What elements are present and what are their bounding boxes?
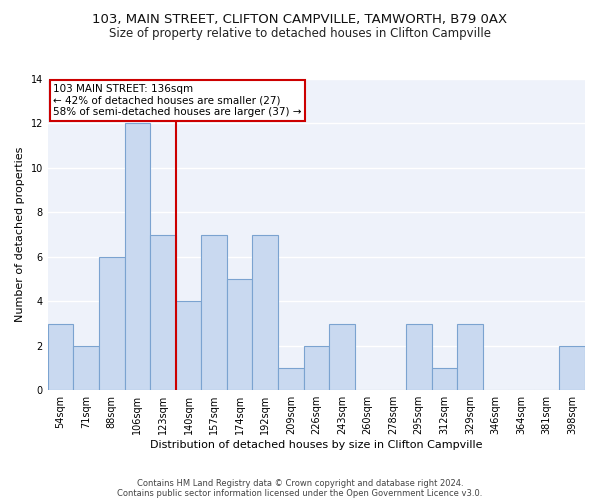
Text: Size of property relative to detached houses in Clifton Campville: Size of property relative to detached ho… xyxy=(109,28,491,40)
X-axis label: Distribution of detached houses by size in Clifton Campville: Distribution of detached houses by size … xyxy=(150,440,482,450)
Bar xyxy=(227,279,253,390)
Bar xyxy=(559,346,585,390)
Bar xyxy=(406,324,431,390)
Bar xyxy=(73,346,99,390)
Bar xyxy=(125,124,150,390)
Y-axis label: Number of detached properties: Number of detached properties xyxy=(15,147,25,322)
Bar xyxy=(304,346,329,390)
Text: 103 MAIN STREET: 136sqm
← 42% of detached houses are smaller (27)
58% of semi-de: 103 MAIN STREET: 136sqm ← 42% of detache… xyxy=(53,84,302,117)
Bar xyxy=(278,368,304,390)
Bar xyxy=(253,234,278,390)
Bar xyxy=(457,324,482,390)
Bar xyxy=(329,324,355,390)
Bar xyxy=(99,257,125,390)
Bar xyxy=(176,302,201,390)
Text: Contains HM Land Registry data © Crown copyright and database right 2024.: Contains HM Land Registry data © Crown c… xyxy=(137,478,463,488)
Bar xyxy=(431,368,457,390)
Text: Contains public sector information licensed under the Open Government Licence v3: Contains public sector information licen… xyxy=(118,488,482,498)
Bar xyxy=(48,324,73,390)
Text: 103, MAIN STREET, CLIFTON CAMPVILLE, TAMWORTH, B79 0AX: 103, MAIN STREET, CLIFTON CAMPVILLE, TAM… xyxy=(92,12,508,26)
Bar xyxy=(150,234,176,390)
Bar xyxy=(201,234,227,390)
